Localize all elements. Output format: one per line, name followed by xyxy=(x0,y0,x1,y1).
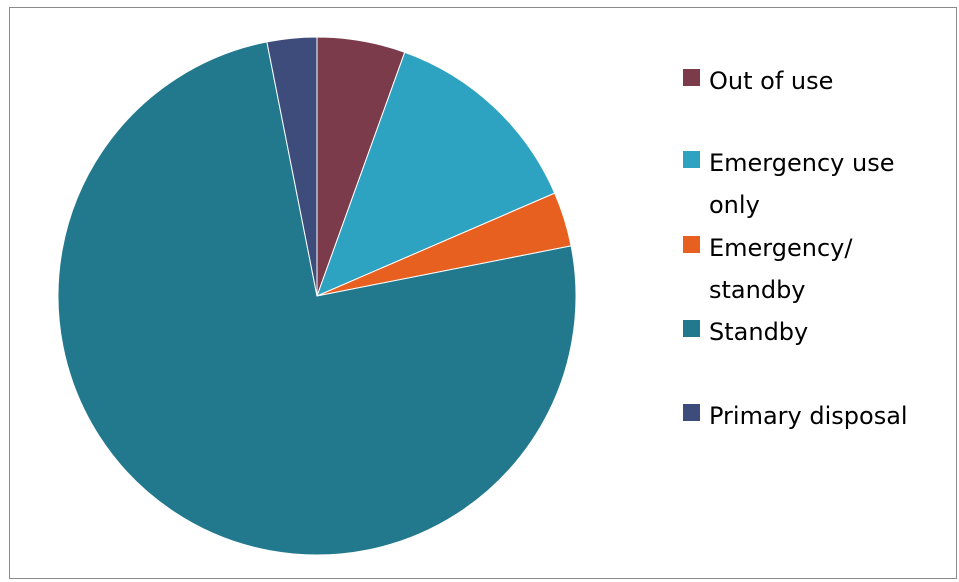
legend-swatch xyxy=(683,236,700,253)
legend-item-emergency-standby: Emergency/ standby xyxy=(683,227,939,311)
legend-label: Emergency use only xyxy=(709,149,895,219)
legend-label: Primary disposal xyxy=(709,402,908,430)
legend-swatch xyxy=(683,69,700,86)
legend-label: Emergency/ standby xyxy=(709,234,853,304)
pie-slice-primary-disposal xyxy=(266,36,318,297)
legend-swatch xyxy=(683,404,700,421)
legend-item-emergency-use-only: Emergency use only xyxy=(683,142,939,226)
pie-slice-emergency-use-only xyxy=(316,51,556,297)
legend-swatch xyxy=(683,151,700,168)
pie-slice-standby xyxy=(57,41,577,556)
legend-label: Out of use xyxy=(709,67,834,95)
legend-item-primary-disposal: Primary disposal xyxy=(683,395,939,437)
legend-item-out-of-use: Out of use xyxy=(683,60,939,102)
legend-swatch xyxy=(683,320,700,337)
legend-label: Standby xyxy=(709,318,809,346)
legend-item-standby: Standby xyxy=(683,311,939,353)
